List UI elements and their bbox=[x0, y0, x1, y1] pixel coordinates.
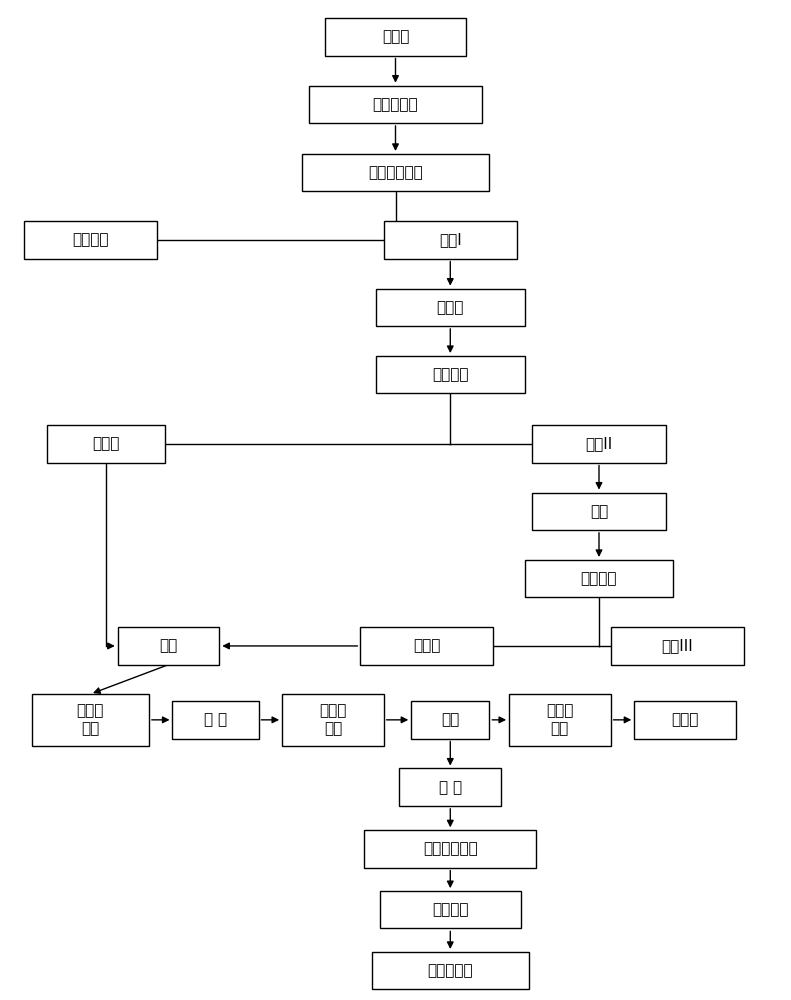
FancyBboxPatch shape bbox=[32, 694, 149, 746]
FancyBboxPatch shape bbox=[309, 86, 482, 123]
FancyBboxPatch shape bbox=[411, 701, 490, 739]
Text: 糖苷粗制品: 糖苷粗制品 bbox=[427, 963, 473, 978]
Text: 残渣I: 残渣I bbox=[439, 232, 462, 247]
FancyBboxPatch shape bbox=[325, 18, 466, 56]
Text: 离心分离: 离心分离 bbox=[432, 367, 468, 382]
FancyBboxPatch shape bbox=[364, 830, 536, 868]
Text: 上清液: 上清液 bbox=[93, 436, 119, 451]
Text: 辣木籽油: 辣木籽油 bbox=[72, 232, 108, 247]
Text: 粗蛋白: 粗蛋白 bbox=[672, 712, 698, 727]
FancyBboxPatch shape bbox=[532, 425, 665, 463]
Text: 辣木籽: 辣木籽 bbox=[382, 29, 409, 44]
FancyBboxPatch shape bbox=[524, 560, 673, 597]
Text: 过滤: 过滤 bbox=[441, 712, 460, 727]
FancyBboxPatch shape bbox=[118, 627, 219, 665]
FancyBboxPatch shape bbox=[376, 356, 524, 393]
FancyBboxPatch shape bbox=[24, 221, 157, 259]
FancyBboxPatch shape bbox=[172, 701, 259, 739]
Text: 脱壳，粉碎: 脱壳，粉碎 bbox=[373, 97, 418, 112]
FancyBboxPatch shape bbox=[282, 694, 384, 746]
FancyBboxPatch shape bbox=[399, 768, 501, 806]
FancyBboxPatch shape bbox=[372, 952, 528, 989]
Text: 残渣II: 残渣II bbox=[585, 436, 612, 451]
FancyBboxPatch shape bbox=[532, 493, 665, 530]
FancyBboxPatch shape bbox=[380, 891, 520, 928]
Text: 膜过滤
浓缩: 膜过滤 浓缩 bbox=[77, 704, 104, 736]
Text: 酶解: 酶解 bbox=[590, 504, 608, 519]
FancyBboxPatch shape bbox=[509, 694, 611, 746]
Text: 离心分离: 离心分离 bbox=[581, 571, 617, 586]
Text: 大孔树脂纯化: 大孔树脂纯化 bbox=[423, 841, 478, 856]
Text: 水解液: 水解液 bbox=[413, 638, 441, 653]
Text: 残渣III: 残渣III bbox=[661, 638, 693, 653]
Text: 沉淀物
干燥: 沉淀物 干燥 bbox=[546, 704, 573, 736]
FancyBboxPatch shape bbox=[611, 627, 744, 665]
Text: 等电点
沉淀: 等电点 沉淀 bbox=[320, 704, 346, 736]
Text: 浓缩干燥: 浓缩干燥 bbox=[432, 902, 468, 917]
FancyBboxPatch shape bbox=[634, 701, 736, 739]
FancyBboxPatch shape bbox=[376, 289, 524, 326]
FancyBboxPatch shape bbox=[360, 627, 494, 665]
Text: 碱浸提: 碱浸提 bbox=[437, 300, 464, 315]
FancyBboxPatch shape bbox=[301, 154, 490, 191]
FancyBboxPatch shape bbox=[384, 221, 517, 259]
Text: 液 滤: 液 滤 bbox=[439, 780, 462, 795]
Text: 提取辣木籽油: 提取辣木籽油 bbox=[368, 165, 423, 180]
FancyBboxPatch shape bbox=[47, 425, 165, 463]
Text: 浓 缩: 浓 缩 bbox=[204, 712, 227, 727]
Text: 合并: 合并 bbox=[160, 638, 178, 653]
